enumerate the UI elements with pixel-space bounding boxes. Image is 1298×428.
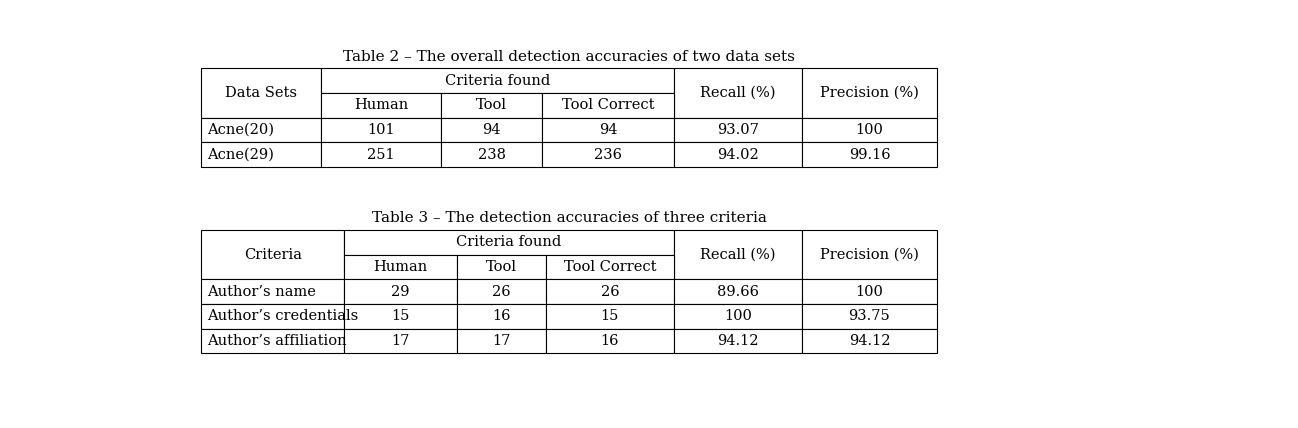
Bar	[344, 279, 457, 304]
Bar	[674, 68, 802, 118]
Bar	[674, 329, 802, 353]
Text: Precision (%): Precision (%)	[820, 86, 919, 100]
Text: 100: 100	[724, 309, 752, 323]
Text: Author’s affiliation: Author’s affiliation	[208, 334, 347, 348]
Bar	[321, 142, 441, 167]
Bar	[441, 93, 543, 118]
Text: 17: 17	[392, 334, 410, 348]
Text: Tool: Tool	[485, 260, 517, 274]
Text: Tool Correct: Tool Correct	[562, 98, 654, 112]
Text: 26: 26	[492, 285, 510, 299]
Bar	[674, 230, 802, 279]
Text: 236: 236	[594, 148, 622, 161]
Bar	[457, 255, 546, 279]
Text: 16: 16	[601, 334, 619, 348]
Text: Tool: Tool	[476, 98, 508, 112]
Bar	[546, 255, 674, 279]
Text: 101: 101	[367, 123, 395, 137]
Text: 16: 16	[492, 309, 510, 323]
Text: Precision (%): Precision (%)	[820, 248, 919, 262]
Bar	[201, 142, 321, 167]
Bar	[344, 329, 457, 353]
Bar	[543, 142, 674, 167]
Text: 93.07: 93.07	[716, 123, 758, 137]
Bar	[344, 230, 674, 255]
Text: 238: 238	[478, 148, 506, 161]
Bar	[201, 230, 344, 279]
Bar	[802, 142, 937, 167]
Bar	[674, 118, 802, 142]
Bar	[802, 68, 937, 118]
Text: Recall (%): Recall (%)	[700, 86, 775, 100]
Text: Human: Human	[374, 260, 427, 274]
Text: 15: 15	[601, 309, 619, 323]
Bar	[802, 279, 937, 304]
Text: 100: 100	[855, 123, 884, 137]
Bar	[457, 329, 546, 353]
Bar	[802, 230, 937, 279]
Bar	[802, 304, 937, 329]
Bar	[802, 118, 937, 142]
Bar	[321, 68, 674, 93]
Text: 89.66: 89.66	[716, 285, 759, 299]
Bar	[674, 304, 802, 329]
Bar	[543, 93, 674, 118]
Bar	[201, 68, 321, 118]
Bar	[546, 304, 674, 329]
Text: 94.02: 94.02	[716, 148, 758, 161]
Bar	[201, 279, 344, 304]
Text: 100: 100	[855, 285, 884, 299]
Text: 29: 29	[391, 285, 410, 299]
Text: 93.75: 93.75	[849, 309, 890, 323]
Bar	[802, 329, 937, 353]
Text: Criteria found: Criteria found	[457, 235, 562, 250]
Text: Acne(29): Acne(29)	[208, 148, 274, 161]
Text: Table 3 – The detection accuracies of three criteria: Table 3 – The detection accuracies of th…	[371, 211, 767, 225]
Text: 26: 26	[601, 285, 619, 299]
Text: Author’s name: Author’s name	[208, 285, 317, 299]
Text: Recall (%): Recall (%)	[700, 248, 775, 262]
Bar	[321, 118, 441, 142]
Bar	[201, 118, 321, 142]
Text: Author’s credentials: Author’s credentials	[208, 309, 358, 323]
Bar	[441, 142, 543, 167]
Text: 94.12: 94.12	[849, 334, 890, 348]
Text: 251: 251	[367, 148, 395, 161]
Bar	[457, 279, 546, 304]
Text: Acne(20): Acne(20)	[208, 123, 274, 137]
Text: Data Sets: Data Sets	[225, 86, 297, 100]
Text: Criteria found: Criteria found	[445, 74, 550, 88]
Text: 15: 15	[392, 309, 410, 323]
Text: Table 2 – The overall detection accuracies of two data sets: Table 2 – The overall detection accuraci…	[343, 50, 796, 64]
Bar	[674, 279, 802, 304]
Bar	[457, 304, 546, 329]
Bar	[201, 329, 344, 353]
Text: Tool Correct: Tool Correct	[563, 260, 655, 274]
Bar	[543, 118, 674, 142]
Bar	[441, 118, 543, 142]
Bar	[674, 142, 802, 167]
Bar	[344, 255, 457, 279]
Text: 94.12: 94.12	[716, 334, 758, 348]
Text: 99.16: 99.16	[849, 148, 890, 161]
Text: 94: 94	[598, 123, 617, 137]
Bar	[546, 329, 674, 353]
Bar	[321, 93, 441, 118]
Bar	[344, 304, 457, 329]
Bar	[546, 279, 674, 304]
Text: Criteria: Criteria	[244, 248, 301, 262]
Text: Human: Human	[354, 98, 409, 112]
Text: 94: 94	[483, 123, 501, 137]
Bar	[201, 304, 344, 329]
Text: 17: 17	[492, 334, 510, 348]
